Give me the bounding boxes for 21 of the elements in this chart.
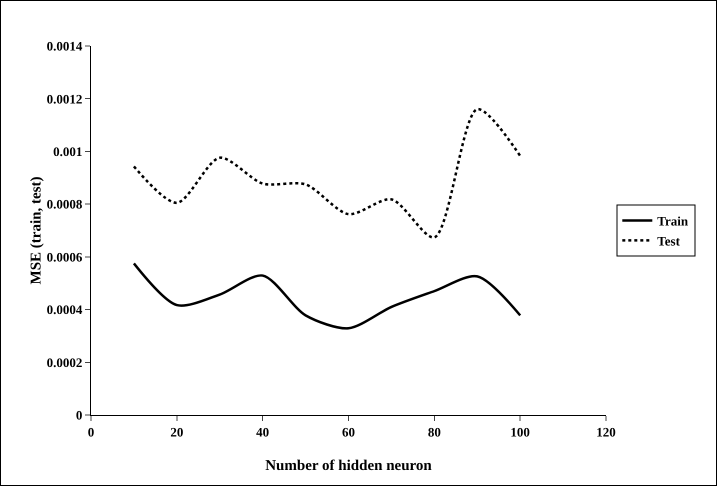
x-tick-label: 20 (170, 424, 184, 440)
y-tick-label: 0 (76, 408, 82, 423)
x-tick-label: 0 (88, 424, 94, 440)
legend-label: Train (657, 214, 689, 229)
x-axis-title: Number of hidden neuron (265, 458, 432, 474)
x-tick-label: 120 (596, 424, 616, 440)
line-series (132, 108, 522, 239)
y-axis-title: MSE (train, test) (28, 176, 45, 284)
line-series (132, 262, 522, 330)
x-tick-label: 60 (342, 424, 355, 440)
x-tick-label: 40 (256, 424, 270, 440)
y-tick-label: 0.0008 (46, 196, 83, 212)
y-tick-label: 0.0004 (46, 302, 83, 318)
y-tick-label: 0.0002 (46, 354, 82, 370)
y-tick-label: 0.001 (53, 144, 82, 159)
x-tick-label: 80 (428, 424, 441, 440)
legend-label: Test (657, 233, 681, 248)
x-tick-label: 100 (510, 424, 530, 440)
y-tick-label: 0.0012 (46, 91, 82, 106)
y-tick-label: 0.0006 (46, 249, 83, 264)
y-tick-label: 0.0014 (46, 38, 83, 54)
